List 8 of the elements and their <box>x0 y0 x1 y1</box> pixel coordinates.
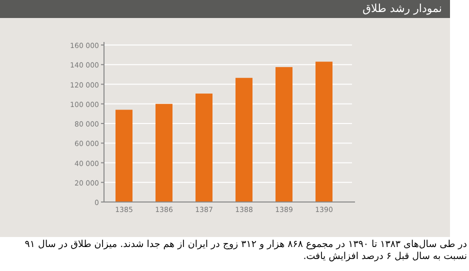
text: نمودار رشد طلاق <box>0 0 450 18</box>
bar <box>316 62 332 202</box>
bar <box>236 78 252 202</box>
bar <box>276 67 292 202</box>
bar <box>156 104 172 202</box>
text: در طی سال‌های ۱۳۸۳ تا ۱۳۹۰ در مجموع ۸۶۸ هزار و ۳۱۲ زوج در ایران از هم جدا شدند. میزان طلاق در سال ۹۱ نسبت به سال قبل ۶ درصد افزایش یافت. <box>24 239 467 263</box>
bar <box>116 110 132 202</box>
bar <box>196 94 212 202</box>
